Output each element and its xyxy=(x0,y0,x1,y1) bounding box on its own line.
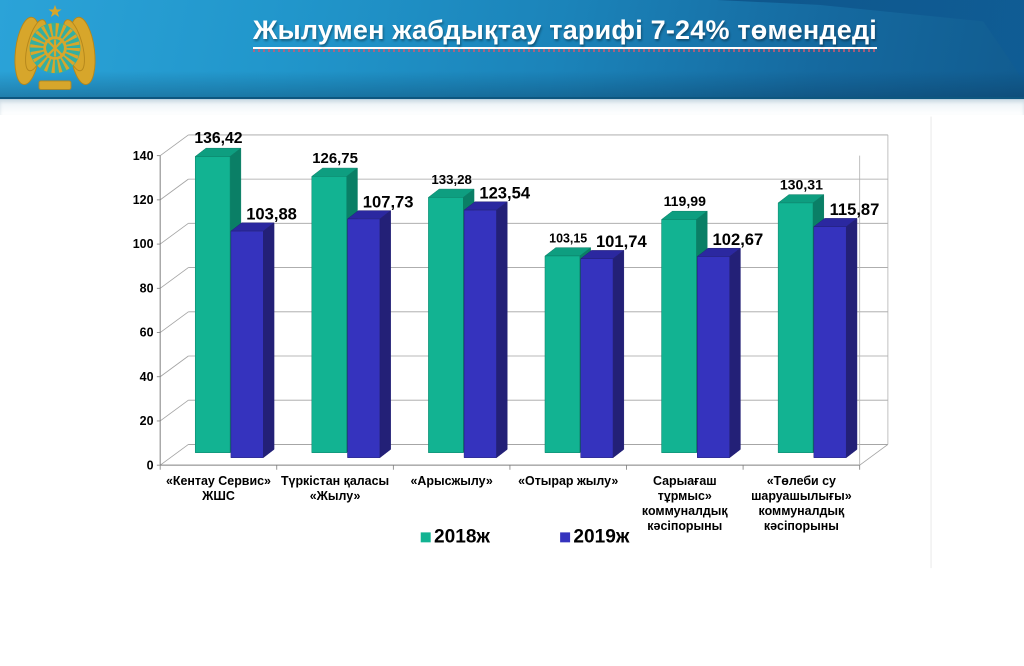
bar-2019-front-face xyxy=(580,258,614,458)
y-tick-label: 80 xyxy=(140,281,154,295)
bar-2019-side-face xyxy=(845,217,858,459)
y-tick-label: 40 xyxy=(140,370,154,384)
legend-swatch-2018 xyxy=(420,532,431,543)
y-tick-label: 60 xyxy=(140,326,154,340)
legend-label-2019: 2019ж xyxy=(573,526,629,547)
bar-chart-canvas: 0 20 40 60 80 100 120 140 136,42 126,75 133,28 103,… xyxy=(133,116,932,569)
header-banner: Жылумен жабдықтау тарифі 7-24% төмендеді xyxy=(0,0,1024,99)
y-tick-label: 100 xyxy=(133,237,154,251)
bar-2018-front-face xyxy=(194,156,231,453)
bar-value-label: 103,88 xyxy=(246,204,297,223)
bar-value-label: 107,73 xyxy=(363,192,414,211)
bar-2019-side-face xyxy=(496,201,508,459)
bar-value-label: 119,99 xyxy=(664,193,706,209)
grid-line-diagonal xyxy=(159,178,189,201)
x-category-label: коммуналдық xyxy=(642,504,728,518)
x-category-label: «Арысжылу» xyxy=(410,474,492,488)
x-category-label: «Отырар жылу» xyxy=(518,474,618,488)
x-category-label: Сарыағаш xyxy=(653,474,717,488)
y-tick-label: 20 xyxy=(140,414,154,428)
chart-area: 0 20 40 60 80 100 120 140 136,42 126,75 133,28 103,… xyxy=(0,115,1024,666)
x-category-label: кәсіпорыны xyxy=(647,519,722,533)
legend-swatch-2019 xyxy=(560,532,571,543)
bar-2018-front-face xyxy=(661,219,697,453)
bar-2019-side-face xyxy=(612,249,625,459)
x-category-label: шаруашылығы» xyxy=(751,489,852,503)
floor-right-diagonal xyxy=(859,444,889,466)
bar-value-label: 133,28 xyxy=(431,172,472,187)
bar-2019-front-face xyxy=(347,218,381,458)
page-title: Жылумен жабдықтау тарифі 7-24% төмендеді xyxy=(253,15,877,52)
kazakhstan-coat-of-arms-icon xyxy=(8,2,102,96)
bar-2018-front-face xyxy=(777,202,814,453)
bar-2019-front-face xyxy=(813,226,847,458)
bar-value-label: 123,54 xyxy=(479,183,530,202)
bar-2019-front-face xyxy=(230,230,264,458)
bar-2019-side-face xyxy=(263,222,275,459)
bar-value-label: 101,74 xyxy=(596,232,647,251)
bar-value-label: 136,42 xyxy=(194,130,242,147)
x-category-label: «Төлеби су xyxy=(767,474,836,488)
y-tick-label: 0 xyxy=(147,458,154,472)
bar-2018-front-face xyxy=(311,176,347,453)
bar-2018-front-face xyxy=(544,255,581,453)
bar-value-label: 102,67 xyxy=(713,230,764,249)
bar-2019-side-face xyxy=(729,247,741,459)
x-category-label: ЖШС xyxy=(201,489,235,503)
x-category-label: кәсіпорыны xyxy=(764,519,839,533)
x-category-label: Түркістан қаласы xyxy=(281,474,389,488)
grid-line-diagonal xyxy=(159,134,189,156)
bar-value-label: 130,31 xyxy=(780,177,823,193)
x-category-label: «Жылу» xyxy=(310,489,361,503)
bar-2018-front-face xyxy=(428,197,464,453)
grid-line-diagonal xyxy=(159,311,189,333)
y-tick-label: 120 xyxy=(133,193,154,207)
bar-2019-front-face xyxy=(463,209,497,458)
bar-2019-side-face xyxy=(379,210,391,459)
header-separator xyxy=(0,99,1024,115)
emblem-svg xyxy=(14,4,96,90)
bar-value-label: 126,75 xyxy=(312,150,358,167)
grid-line-diagonal xyxy=(159,223,189,245)
bar-value-label: 115,87 xyxy=(830,200,880,219)
x-category-label: тұрмыс» xyxy=(658,489,712,503)
grid-line-diagonal xyxy=(159,355,189,378)
grid-line-diagonal xyxy=(159,267,189,289)
x-category-label: «Кентау Сервис» xyxy=(166,474,271,488)
x-category-label: коммуналдық xyxy=(759,504,845,518)
bar-value-label: 103,15 xyxy=(549,232,587,246)
bar-2019-front-face xyxy=(697,256,730,458)
legend-label-2018: 2018ж xyxy=(434,526,490,547)
grid-line-diagonal xyxy=(159,399,189,422)
grid-line-diagonal xyxy=(159,444,189,466)
y-tick-label: 140 xyxy=(133,149,154,163)
